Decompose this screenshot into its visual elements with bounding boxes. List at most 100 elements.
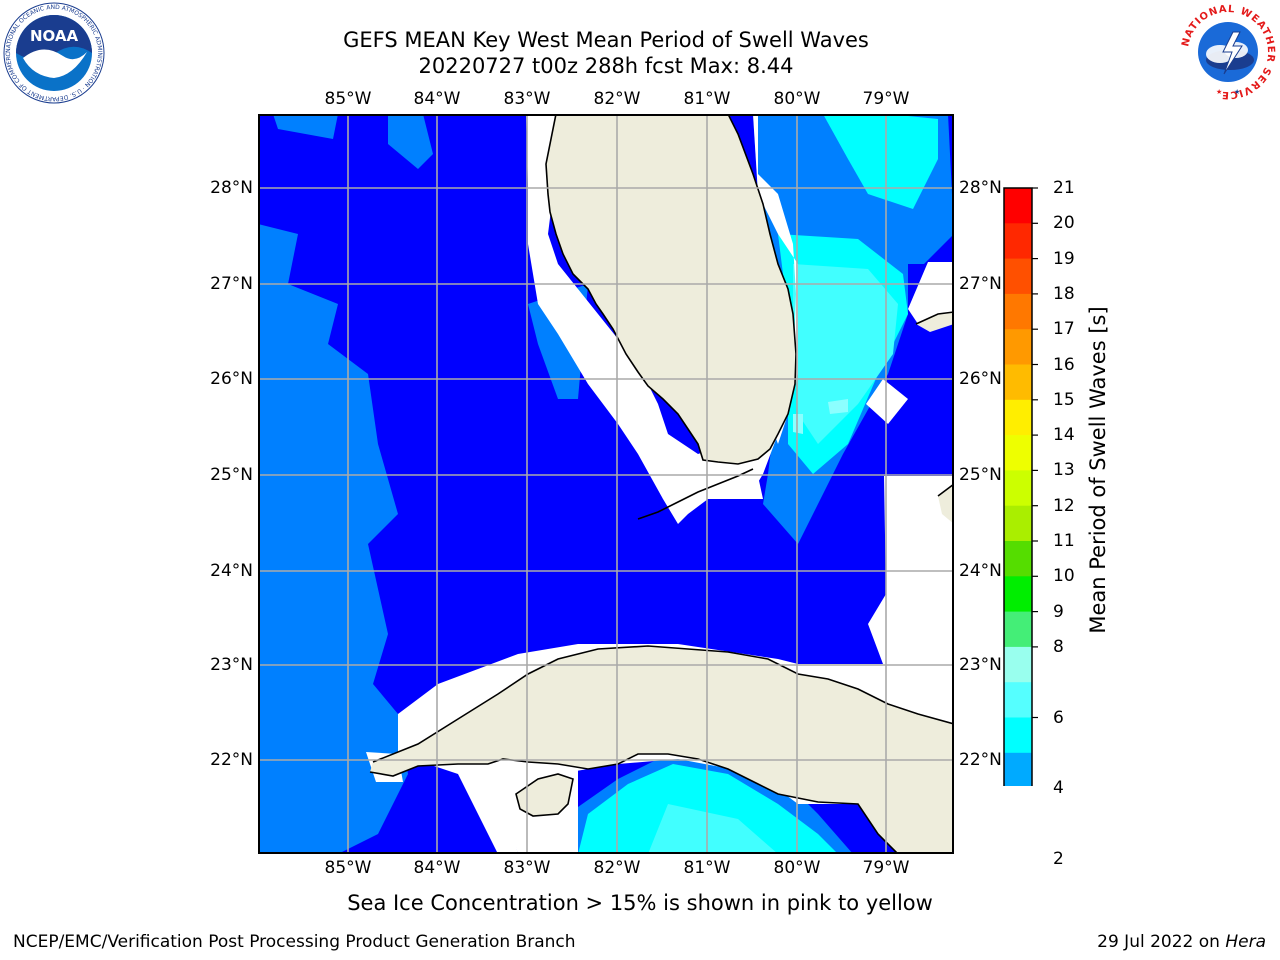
colorbar-segment xyxy=(1004,576,1032,613)
map-frame xyxy=(258,114,954,854)
swell-region-5-6 xyxy=(578,764,838,854)
swell-region-6-7 xyxy=(793,264,898,444)
lon-label-top: 83°W xyxy=(503,89,551,109)
lon-label-top: 82°W xyxy=(593,89,641,109)
colorbar-tick-label: 17 xyxy=(1053,319,1075,340)
bahamas-coastline xyxy=(915,311,954,497)
lat-label-left: 26°N xyxy=(210,369,253,389)
colorbar-segment xyxy=(1004,646,1032,683)
lon-label-top: 79°W xyxy=(862,89,910,109)
colorbar-segment xyxy=(1004,223,1032,260)
lon-label-bottom: 84°W xyxy=(413,858,461,878)
lon-label-bottom: 80°W xyxy=(773,858,821,878)
colorbar-tick-label: 13 xyxy=(1053,460,1075,481)
lon-label-top: 80°W xyxy=(773,89,821,109)
sea-ice-caption: Sea Ice Concentration > 15% is shown in … xyxy=(347,891,933,915)
lat-label-left: 25°N xyxy=(210,465,253,485)
colorbar-segment xyxy=(1004,505,1032,542)
lat-label-left: 23°N xyxy=(210,655,253,675)
coastlines xyxy=(369,114,954,854)
lon-label-top: 84°W xyxy=(413,89,461,109)
colorbar-tick-label: 10 xyxy=(1053,566,1075,587)
swell-region-4-5 xyxy=(258,224,408,854)
colorbar xyxy=(1003,187,1038,786)
swell-region-5-6 xyxy=(823,114,938,209)
lat-label-right: 28°N xyxy=(959,178,1002,198)
colorbar-segment xyxy=(1004,258,1032,295)
swell-region-7-8 xyxy=(828,399,848,414)
colorbar-tick-label: 4 xyxy=(1053,778,1064,799)
gridlines xyxy=(258,114,954,854)
lat-label-right: 27°N xyxy=(959,274,1002,294)
colorbar-tick-label: 16 xyxy=(1053,354,1075,375)
colorbar-title: Mean Period of Swell Waves [s] xyxy=(1086,306,1110,634)
map-border xyxy=(258,114,954,854)
colorbar-segment xyxy=(1004,717,1032,754)
colorbar-tick-label: 8 xyxy=(1053,636,1064,657)
lat-label-right: 24°N xyxy=(959,561,1002,581)
colorbar-tick-label: 18 xyxy=(1053,283,1075,304)
colorbar-segment xyxy=(1004,364,1032,401)
chart-subtitle: 20220727 t00z 288h fcst Max: 8.44 xyxy=(418,54,794,78)
lat-label-right: 26°N xyxy=(959,369,1002,389)
lon-label-bottom: 79°W xyxy=(862,858,910,878)
lat-label-right: 22°N xyxy=(959,750,1002,770)
cuba-north-coastline xyxy=(372,645,954,763)
lat-label-left: 28°N xyxy=(210,178,253,198)
colorbar-tick-label: 9 xyxy=(1053,601,1064,622)
colorbar-tick-label: 20 xyxy=(1053,213,1075,234)
lon-label-bottom: 81°W xyxy=(683,858,731,878)
colorbar-tick-label: 14 xyxy=(1053,425,1075,446)
svg-text:★: ★ xyxy=(1216,88,1222,96)
isla-coastline xyxy=(515,773,574,817)
lon-label-bottom: 83°W xyxy=(503,858,551,878)
colorbar-tick-label: 21 xyxy=(1053,178,1075,198)
lon-label-top: 81°W xyxy=(683,89,731,109)
no-data-region xyxy=(908,262,954,324)
swell-region-4-5 xyxy=(388,114,433,169)
lat-label-right: 25°N xyxy=(959,465,1002,485)
colorbar-segment xyxy=(1004,399,1032,436)
footer-date-text: 29 Jul 2022 on xyxy=(1097,932,1220,952)
colorbar-segment xyxy=(1004,682,1032,718)
cuba-land xyxy=(370,646,954,854)
svg-text:NOAA: NOAA xyxy=(30,27,79,45)
no-data-region xyxy=(866,379,908,424)
florida-keys-coastline xyxy=(637,468,754,520)
no-data-region xyxy=(526,114,954,524)
swell-period-map xyxy=(258,114,954,854)
lon-label-bottom: 82°W xyxy=(593,858,641,878)
footer-host: Hera xyxy=(1225,932,1266,952)
swell-region-7-8 xyxy=(793,414,803,434)
colorbar-tick-label: 11 xyxy=(1053,531,1075,551)
lon-label-top: 85°W xyxy=(324,89,372,109)
colorbar-tick-label: 15 xyxy=(1053,389,1075,410)
colorbar-tick-label: 12 xyxy=(1053,495,1075,516)
colorbar-segment xyxy=(1004,329,1032,365)
lon-label-bottom: 85°W xyxy=(324,858,372,878)
footer-branch: NCEP/EMC/Verification Post Processing Pr… xyxy=(13,932,576,952)
swell-region-6-7 xyxy=(648,804,778,854)
footer-date: 29 Jul 2022 on Hera xyxy=(1097,932,1266,952)
nws-logo: NATIONAL WEATHER SERVICE ★ ★ xyxy=(1179,3,1277,101)
florida-coastline xyxy=(545,114,797,465)
no-data-region xyxy=(664,476,763,522)
cuba-coastline xyxy=(369,753,899,854)
bahamas-land xyxy=(916,312,954,332)
colorbar-segment xyxy=(1004,188,1032,224)
colorbar-tick-label: 2 xyxy=(1053,848,1064,869)
lat-label-right: 23°N xyxy=(959,655,1002,675)
colorbar-segment xyxy=(1004,752,1032,786)
lat-label-left: 22°N xyxy=(210,750,253,770)
colorbar-tick-label: 6 xyxy=(1053,707,1064,728)
florida-land xyxy=(546,114,796,464)
colorbar-tick-label: 19 xyxy=(1053,248,1075,269)
chart-title: GEFS MEAN Key West Mean Period of Swell … xyxy=(343,28,869,52)
lat-label-left: 27°N xyxy=(210,274,253,294)
colorbar-segment xyxy=(1004,435,1032,471)
svg-text:★: ★ xyxy=(1234,88,1240,96)
swell-region-4-5 xyxy=(273,114,338,139)
lat-label-left: 24°N xyxy=(210,561,253,581)
colorbar-segment xyxy=(1004,470,1032,507)
colorbar-segment xyxy=(1004,541,1032,577)
